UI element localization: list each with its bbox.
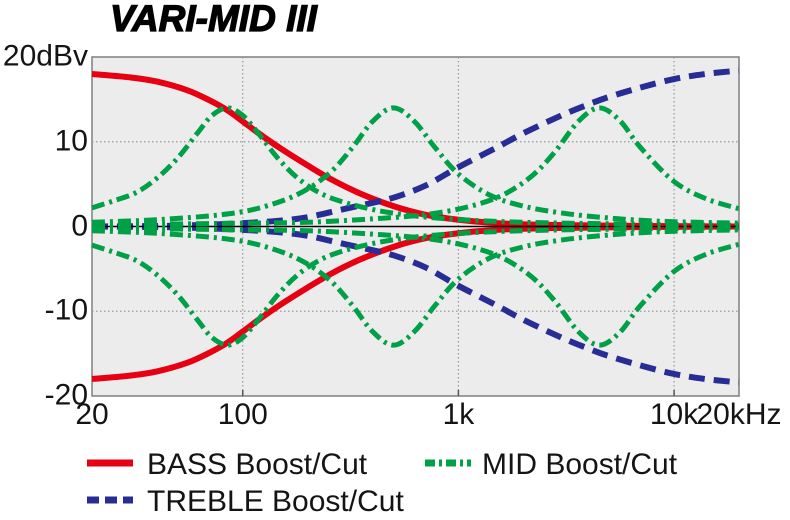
y-tick-label-0: 0 bbox=[71, 208, 88, 242]
y-tick-label-10: 10 bbox=[54, 124, 88, 158]
curve-mid-cut-85hz bbox=[91, 225, 740, 348]
legend-label-treble: TREBLE Boost/Cut bbox=[147, 485, 404, 518]
curve-mid-boost-85hz bbox=[91, 105, 740, 228]
legend-label-bass: BASS Boost/Cut bbox=[147, 448, 368, 481]
chart-title: VARI-MID III bbox=[109, 0, 317, 40]
mid-line-swatch-icon bbox=[425, 459, 471, 467]
x-tick-label-20kHz: 20kHz bbox=[696, 398, 782, 431]
bass-line-swatch-icon bbox=[87, 459, 133, 467]
curve-mid-boost-500hz bbox=[91, 105, 740, 226]
legend-label-mid: MID Boost/Cut bbox=[482, 448, 678, 481]
y-tick-label--20: -20 bbox=[44, 378, 88, 412]
x-tick-label-20: 20 bbox=[75, 398, 109, 431]
x-tick-label-1k: 1k bbox=[442, 398, 475, 431]
y-tick-label-20: 20dBv bbox=[2, 39, 88, 73]
curve-mid-boost-4500hz bbox=[91, 105, 740, 228]
treble-line-swatch-icon bbox=[87, 496, 133, 504]
curve-mid-cut-4500hz bbox=[91, 225, 740, 348]
chart-canvas bbox=[91, 56, 740, 397]
y-tick-label--10: -10 bbox=[44, 293, 88, 327]
x-tick-label-10k: 10k bbox=[649, 398, 699, 431]
x-tick-label-100: 100 bbox=[217, 398, 268, 431]
curve-mid-cut-500hz bbox=[91, 227, 740, 348]
